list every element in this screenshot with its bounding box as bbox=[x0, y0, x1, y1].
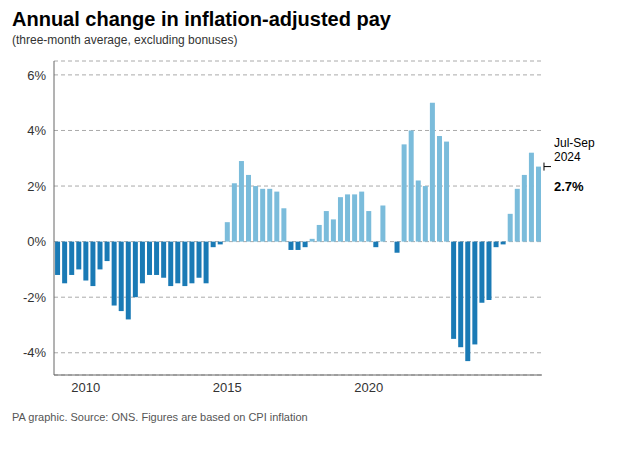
html-text:Annual change in inflation-adj: Annual change in inflation-adjusted pay bbox=[12, 8, 391, 30]
svg-text:Jul-Sep2024: Jul-Sep2024 bbox=[554, 136, 595, 164]
svg-text:6%: 6% bbox=[27, 68, 46, 83]
svg-text:2020: 2020 bbox=[354, 380, 383, 395]
svg-text:2015: 2015 bbox=[213, 380, 242, 395]
svg-text:0%: 0% bbox=[27, 234, 46, 249]
svg-text:2010: 2010 bbox=[71, 380, 100, 395]
svg-text:2%: 2% bbox=[27, 179, 46, 194]
svg-text:-4%: -4% bbox=[23, 345, 47, 360]
svg-text:-2%: -2% bbox=[23, 290, 47, 305]
svg-text:4%: 4% bbox=[27, 123, 46, 138]
html-text:PA graphic. Source: ONS. Figur: PA graphic. Source: ONS. Figures are bas… bbox=[12, 411, 308, 423]
html-text:(three-month average, excludin: (three-month average, excluding bonuses) bbox=[12, 33, 238, 47]
svg-text:2.7%: 2.7% bbox=[554, 179, 584, 194]
